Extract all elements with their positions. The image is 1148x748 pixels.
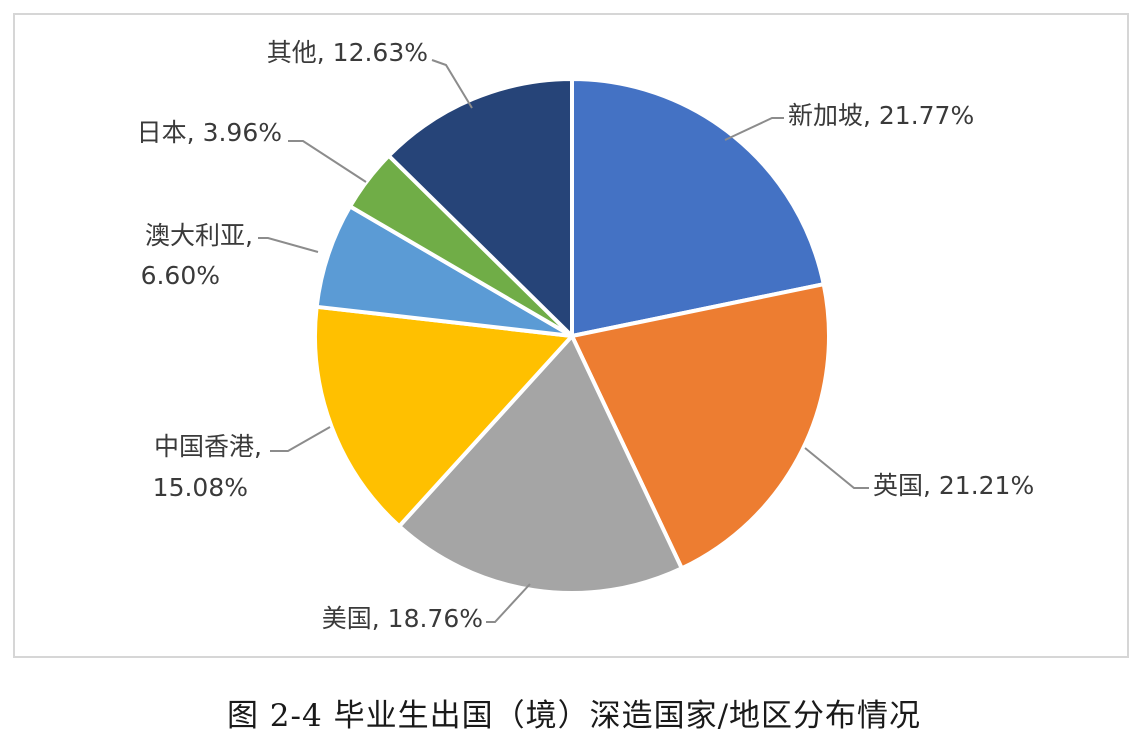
pie-slice-4 <box>313 304 574 529</box>
figure-caption: 图 2-4 毕业生出国（境）深造国家/地区分布情况 <box>226 698 922 734</box>
pie-slice-7 <box>386 77 574 338</box>
leader-line-1 <box>724 117 784 141</box>
slice-label-7: 其他, 12.63% <box>267 38 428 67</box>
slice-label-5-line-2: 6.60% <box>141 261 220 290</box>
leader-line-6 <box>288 140 367 183</box>
slice-label-4-line-2: 15.08% <box>153 473 248 502</box>
leader-line-2 <box>804 447 869 489</box>
slice-label-2: 英国, 21.21% <box>873 471 1034 500</box>
leader-line-4 <box>270 426 331 452</box>
slice-label-1: 新加坡, 21.77% <box>788 101 974 130</box>
slice-label-6: 日本, 3.96% <box>137 118 282 147</box>
pie-slice-2 <box>570 282 831 571</box>
slice-label-5-line-1: 澳大利亚, <box>145 221 253 250</box>
slice-label-3: 美国, 18.76% <box>322 604 483 633</box>
slice-label-4-line-1: 中国香港, <box>154 432 262 461</box>
pie-slices <box>313 77 831 595</box>
slice-labels: 新加坡, 21.77% 英国, 21.21% 美国, 18.76% 中国香港, 15.0… <box>137 38 1035 633</box>
leader-lines <box>258 59 869 623</box>
leader-line-7 <box>431 59 473 109</box>
pie-slice-3 <box>397 334 684 595</box>
pie-slice-1 <box>570 77 826 338</box>
leader-line-5 <box>258 237 319 253</box>
leader-line-3 <box>486 583 531 623</box>
